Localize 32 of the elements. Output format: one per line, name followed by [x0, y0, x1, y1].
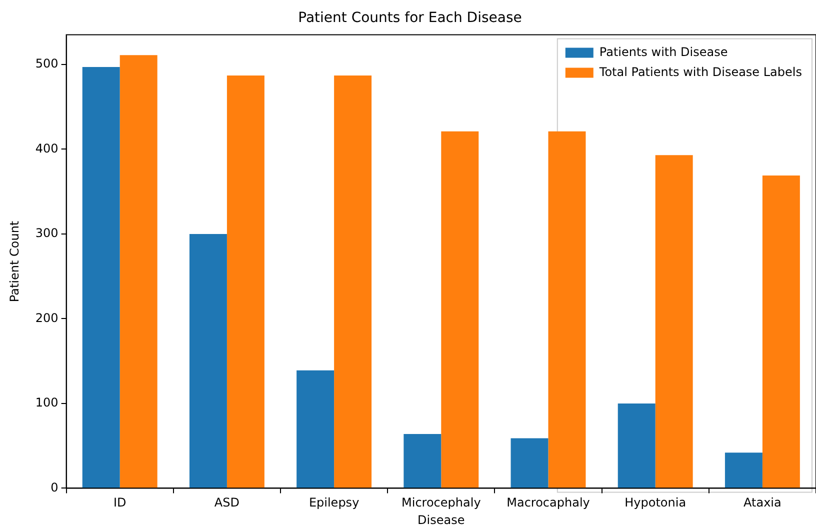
bar — [655, 155, 693, 488]
bar — [226, 75, 264, 488]
y-axis-title: Patient Count — [7, 220, 22, 302]
y-tick-label: 200 — [35, 310, 58, 325]
bar — [510, 438, 548, 488]
x-tick-label: Microcephaly — [402, 496, 481, 510]
bar — [82, 67, 120, 488]
y-tick-label: 300 — [35, 226, 58, 240]
bar — [334, 75, 372, 488]
bar — [762, 175, 800, 488]
bar — [120, 55, 158, 488]
y-tick-label: 500 — [35, 56, 58, 71]
x-tick-label: ID — [113, 496, 126, 510]
x-tick-label: Hypotonia — [624, 496, 686, 510]
bar — [548, 131, 586, 488]
x-axis-title: Disease — [418, 512, 465, 527]
legend-label: Patients with Disease — [599, 44, 728, 59]
y-tick-label: 0 — [50, 480, 58, 494]
y-tick-label: 100 — [35, 396, 58, 410]
bar — [618, 403, 656, 488]
bar — [441, 131, 479, 488]
x-tick-label: Epilepsy — [308, 496, 360, 510]
bar — [189, 234, 227, 488]
bar — [404, 434, 442, 488]
bar — [296, 370, 334, 488]
x-tick-label: Ataxia — [744, 496, 782, 510]
bar — [724, 452, 762, 488]
y-tick-label: 400 — [35, 141, 58, 156]
legend-label: Total Patients with Disease Labels — [598, 64, 802, 79]
chart-title: Patient Counts for Each Disease — [298, 10, 522, 26]
x-tick-label: ASD — [214, 496, 240, 510]
x-tick-label: Macrocaphaly — [506, 496, 590, 510]
